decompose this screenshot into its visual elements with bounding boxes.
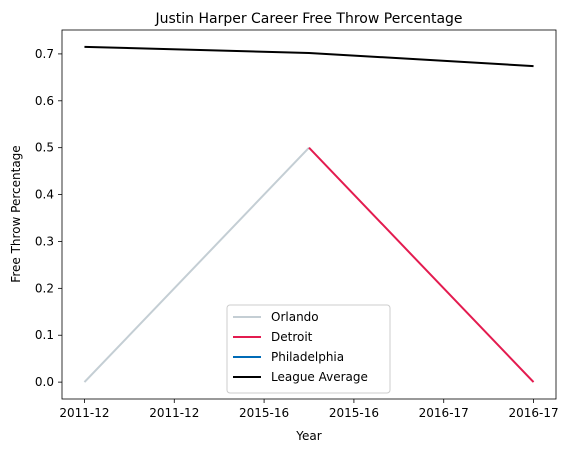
x-axis: 2011-12 2011-12 2015-16 2015-16 2016-17 2016-… xyxy=(59,399,559,420)
y-tick-label: 0.3 xyxy=(35,234,54,248)
x-tick-label: 2016-17 xyxy=(419,406,469,420)
legend-label-0: Orlando xyxy=(271,310,319,324)
y-tick-label: 0.2 xyxy=(35,281,54,295)
y-axis-label: Free Throw Percentage xyxy=(9,145,23,282)
series-line-0 xyxy=(83,146,310,383)
legend-frame xyxy=(226,304,391,394)
series-line-1 xyxy=(308,146,535,383)
legend-label-2: Philadelphia xyxy=(271,350,344,364)
series-layer xyxy=(83,45,535,383)
legend-label-1: Detroit xyxy=(271,330,313,344)
legend: Orlando Detroit Philadelphia League Average xyxy=(226,304,391,394)
y-axis: 0.0 0.1 0.2 0.3 0.4 0.5 0.6 0.7 xyxy=(35,47,62,389)
x-tick-label: 2011-12 xyxy=(149,406,199,420)
y-tick-label: 0.6 xyxy=(35,94,54,108)
y-tick-label: 0.7 xyxy=(35,47,54,61)
y-tick-label: 0.1 xyxy=(35,328,54,342)
y-tick-label: 0.4 xyxy=(35,188,54,202)
x-tick-label: 2011-12 xyxy=(59,406,109,420)
plot-frame xyxy=(61,29,557,400)
legend-label-3: League Average xyxy=(271,370,368,384)
y-tick-label: 0.5 xyxy=(35,141,54,155)
legend-items: Orlando Detroit Philadelphia League Average xyxy=(233,310,368,384)
y-tick-label: 0.0 xyxy=(35,375,54,389)
x-tick-label: 2016-17 xyxy=(508,406,558,420)
x-axis-label: Year xyxy=(295,429,321,443)
chart-title: Justin Harper Career Free Throw Percenta… xyxy=(154,11,462,27)
x-tick-label: 2015-16 xyxy=(329,406,379,420)
x-tick-label: 2015-16 xyxy=(239,406,289,420)
series-line-3 xyxy=(84,45,534,68)
